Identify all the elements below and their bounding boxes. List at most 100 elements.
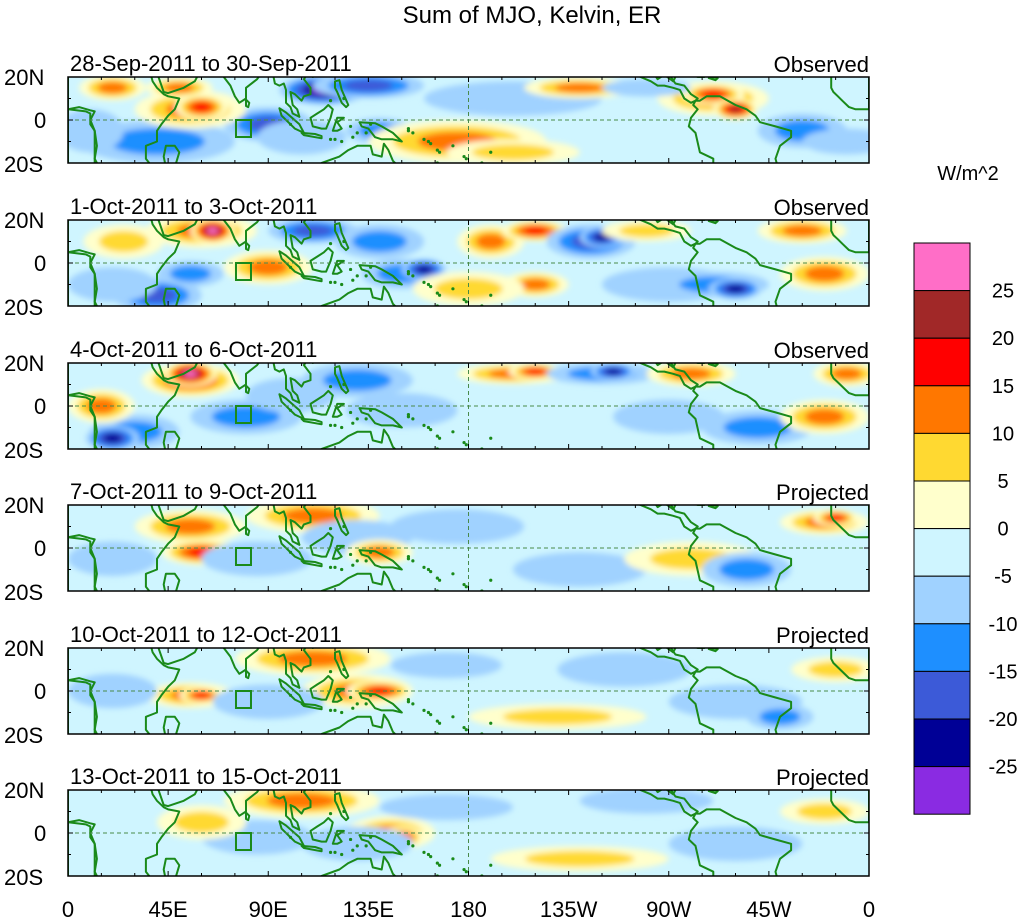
- anomaly-contour: [668, 826, 803, 861]
- coastline-indochina: [272, 648, 312, 689]
- coastline-java: [300, 274, 323, 283]
- colorbar-label: -15: [989, 661, 1018, 683]
- anomaly-contour: [723, 416, 792, 439]
- lat-label: 20N: [4, 493, 44, 518]
- island: [328, 423, 333, 427]
- island: [489, 293, 493, 297]
- anomaly-contour: [782, 225, 823, 237]
- island: [464, 728, 468, 732]
- island: [422, 708, 426, 712]
- lon-label: 90W: [646, 897, 691, 922]
- island: [464, 443, 468, 447]
- anomaly-contour: [267, 793, 337, 809]
- coastline-africaW2: [830, 220, 869, 254]
- coastline-southamerica: [687, 808, 793, 876]
- lat-label: 20N: [4, 65, 44, 90]
- lon-label: 135W: [540, 897, 598, 922]
- island: [464, 300, 468, 304]
- island: [351, 421, 355, 425]
- map-panel-1: 20N 0 20S 28-Sep-2011 to 30-Sep-2011 Observe…: [4, 51, 870, 177]
- island: [333, 565, 337, 569]
- island: [411, 274, 415, 278]
- island: [426, 425, 431, 430]
- coastline-arabia: [157, 220, 199, 238]
- coastline-java: [300, 417, 323, 426]
- island: [426, 282, 431, 287]
- coastline-borneo: [309, 532, 334, 558]
- island: [435, 148, 439, 152]
- island: [369, 693, 373, 697]
- coastline-africaW2: [830, 648, 869, 682]
- anomaly-contour: [301, 826, 413, 861]
- island: [435, 861, 439, 865]
- colorbar-swatch: [913, 718, 971, 768]
- island: [411, 559, 415, 563]
- island: [342, 382, 346, 387]
- island: [437, 578, 442, 582]
- island: [342, 239, 346, 244]
- island: [348, 695, 353, 700]
- island: [489, 150, 493, 154]
- island: [355, 417, 359, 421]
- coastline-mexico: [637, 790, 699, 817]
- colorbar-swatch: [913, 432, 971, 482]
- coastline-taiwan: [335, 352, 339, 358]
- island: [364, 417, 368, 421]
- coastline-southamerica: [687, 523, 793, 591]
- island: [464, 870, 468, 874]
- coastline-southamerica: [687, 95, 793, 163]
- island: [328, 99, 333, 103]
- island: [451, 287, 455, 291]
- coastline-arabia: [157, 505, 199, 523]
- anomaly-contour: [525, 368, 545, 375]
- anomaly-contour: [211, 406, 281, 428]
- anomaly-contour: [343, 79, 394, 92]
- island: [328, 242, 333, 246]
- longitude-axis: 0 45E 90E 135E 180 135W 90W 45W 0: [62, 897, 875, 922]
- colorbar-label: -25: [989, 757, 1018, 779]
- island: [429, 142, 433, 146]
- coastline-srilanka: [245, 98, 251, 109]
- panel-type: Observed: [774, 52, 869, 77]
- island: [351, 706, 355, 710]
- coastline-africaW2: [830, 505, 869, 539]
- island: [369, 835, 373, 839]
- coastline-indochina: [272, 363, 312, 404]
- coastline-srilanka: [245, 811, 251, 822]
- coastline-sulawesi: [331, 259, 345, 275]
- island: [429, 713, 433, 717]
- island: [342, 96, 346, 101]
- lat-label: 0: [34, 394, 46, 419]
- island: [406, 415, 411, 419]
- anomaly-contour: [594, 233, 610, 241]
- index-box: [234, 547, 252, 566]
- island: [351, 563, 355, 567]
- anomaly-contour: [831, 368, 862, 380]
- coastline-mexico: [638, 220, 699, 247]
- anomaly-contour: [207, 227, 219, 234]
- anomaly-contour: [97, 82, 128, 94]
- panel-type: Observed: [774, 195, 869, 220]
- lat-label: 0: [34, 108, 46, 133]
- coastline-southamerica: [687, 666, 793, 734]
- coastline-india: [222, 505, 260, 532]
- island: [429, 570, 433, 574]
- island: [411, 844, 415, 848]
- coastline-borneo: [309, 817, 334, 843]
- island: [437, 436, 442, 440]
- panel-date-range: 1-Oct-2011 to 3-Oct-2011: [70, 194, 317, 219]
- coastline-indochina: [272, 505, 312, 546]
- island: [369, 550, 373, 554]
- island: [406, 129, 411, 133]
- map-panel-4: 20N 0 20S 7-Oct-2011 to 9-Oct-2011 Projected: [4, 479, 870, 605]
- coastline-philippines: [334, 792, 350, 822]
- coastline-indochina: [272, 77, 312, 118]
- coastline-philippines: [334, 365, 350, 395]
- island: [426, 139, 431, 144]
- coastline-newguinea: [358, 549, 403, 571]
- island: [411, 702, 415, 706]
- colorbar-swatch: [913, 242, 971, 292]
- coastline-arabia: [157, 363, 199, 381]
- island: [462, 297, 466, 302]
